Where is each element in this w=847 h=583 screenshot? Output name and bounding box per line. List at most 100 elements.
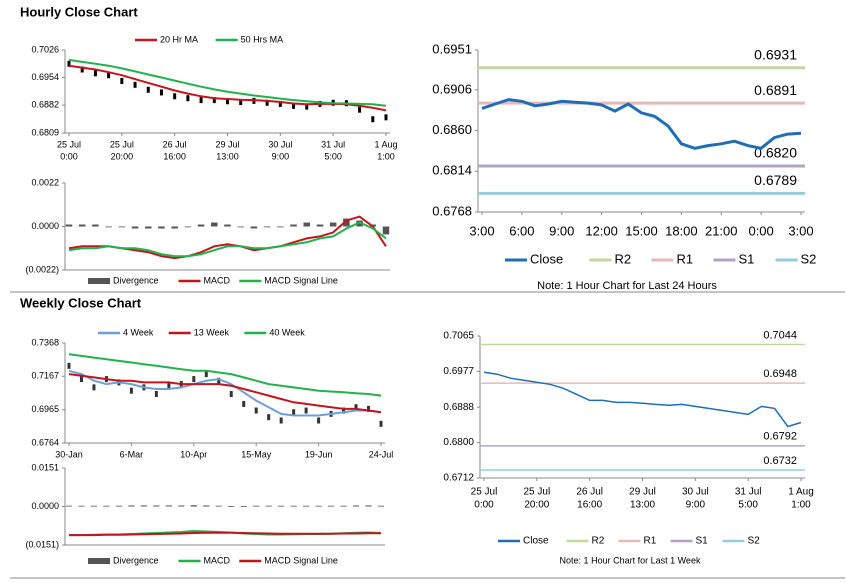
x-tick-label: 3:00 xyxy=(469,223,494,238)
close-marker xyxy=(304,407,308,414)
x-tick-label: 13:00 xyxy=(630,500,655,511)
series-line xyxy=(68,369,382,417)
divergence-bar xyxy=(90,505,98,507)
series-line xyxy=(68,58,387,107)
legend-label: S1 xyxy=(739,251,755,266)
close-marker xyxy=(192,376,196,383)
divergence-bar xyxy=(197,224,205,227)
close-marker xyxy=(159,89,163,96)
series-line xyxy=(68,215,387,260)
divergence-bar xyxy=(265,505,272,507)
close-marker xyxy=(379,420,383,427)
y-tick-label: 0.6768 xyxy=(432,203,472,218)
y-tick-label: 0.6951 xyxy=(432,41,472,56)
close-marker xyxy=(212,97,216,104)
close-marker xyxy=(79,376,83,383)
x-tick-label: 25 Jul xyxy=(523,487,550,498)
x-tick-label: 30 Jul xyxy=(268,139,292,149)
level-label: 0.6792 xyxy=(763,431,797,443)
x-tick-label: 0:00 xyxy=(474,500,494,511)
divergence-bar xyxy=(340,505,347,507)
y-tick-label: 0.0000 xyxy=(31,221,59,231)
divergence-bar xyxy=(237,226,244,228)
close-marker xyxy=(67,362,71,369)
divergence-bar xyxy=(171,226,178,229)
x-tick-label: 10-Apr xyxy=(180,449,207,459)
close-marker xyxy=(254,407,258,414)
level-label: 0.6931 xyxy=(754,46,797,62)
x-tick-label: 12:00 xyxy=(585,223,618,238)
y-tick-label: 0.6977 xyxy=(443,366,474,377)
x-tick-label: 25 Jul xyxy=(110,139,134,149)
level-label: 0.6948 xyxy=(763,368,797,380)
x-tick-label: 9:00 xyxy=(272,151,290,161)
divergence-bar xyxy=(240,505,247,507)
legend-label: Divergence xyxy=(113,275,159,285)
section-title: Weekly Close Chart xyxy=(20,295,142,310)
close-marker xyxy=(242,400,246,407)
x-tick-label: 25 Jul xyxy=(471,487,498,498)
divergence-bar xyxy=(105,226,112,228)
x-tick-label: 9:00 xyxy=(549,223,574,238)
legend-label: MACD xyxy=(204,555,231,565)
x-tick-label: 24-Jul xyxy=(369,449,394,459)
x-tick-label: 20:00 xyxy=(111,151,134,161)
divergence-bar xyxy=(92,224,99,227)
close-marker xyxy=(342,407,346,414)
close-marker xyxy=(317,417,321,424)
divergence-bar xyxy=(343,218,350,227)
x-tick-label: 30 Jul xyxy=(682,487,709,498)
close-marker xyxy=(186,95,190,102)
divergence-bar xyxy=(145,226,152,229)
divergence-bar xyxy=(263,226,271,228)
y-tick-label: 0.6860 xyxy=(432,122,472,137)
x-tick-label: 0:00 xyxy=(748,223,773,238)
x-tick-label: 3:00 xyxy=(788,223,813,238)
divergence-bar xyxy=(315,505,322,507)
legend-label: R2 xyxy=(615,251,632,266)
x-tick-label: 1 Aug xyxy=(374,139,397,149)
x-tick-label: 1:00 xyxy=(791,500,811,511)
divergence-bar xyxy=(328,505,335,507)
x-tick-label: 31 Jul xyxy=(321,139,345,149)
series-line xyxy=(68,373,382,414)
x-tick-label: 30-Jan xyxy=(55,449,83,459)
divergence-bar xyxy=(303,505,310,507)
y-tick-label: 0.6965 xyxy=(31,404,59,414)
close-marker xyxy=(93,70,97,77)
divergence-bar xyxy=(78,224,86,227)
y-tick-label: 0.6954 xyxy=(31,72,59,82)
legend-label: Close xyxy=(523,536,549,547)
close-marker xyxy=(267,414,271,421)
close-marker xyxy=(92,384,96,391)
divergence-bar xyxy=(140,505,147,507)
close-marker xyxy=(154,390,158,397)
y-tick-label: 0.0000 xyxy=(31,501,59,511)
divergence-bar xyxy=(277,226,284,228)
close-marker xyxy=(278,100,282,107)
y-tick-label: 0.6888 xyxy=(443,402,474,413)
legend-label: 13 Week xyxy=(194,327,230,337)
close-marker xyxy=(199,97,203,104)
legend-label: S2 xyxy=(801,251,817,266)
close-marker xyxy=(173,93,177,100)
legend-label: 20 Hr MA xyxy=(160,34,198,44)
y-tick-label: 0.6882 xyxy=(31,99,59,109)
close-marker xyxy=(279,417,283,424)
divergence-bar xyxy=(278,505,285,507)
divergence-bar xyxy=(250,226,258,229)
legend-swatch xyxy=(88,558,110,564)
level-label: 0.6732 xyxy=(763,455,797,467)
y-tick-label: 0.6814 xyxy=(432,163,472,178)
divergence-bar xyxy=(228,505,235,507)
legend-label: MACD Signal Line xyxy=(264,555,338,565)
legend-label: R2 xyxy=(592,536,605,547)
y-tick-label: 0.7065 xyxy=(443,331,474,342)
level-label: 0.7044 xyxy=(763,329,797,341)
level-label: 0.6820 xyxy=(754,145,797,161)
close-marker xyxy=(229,390,233,397)
divergence-bar xyxy=(290,505,297,507)
close-marker xyxy=(107,72,111,79)
divergence-bar xyxy=(316,224,324,227)
series-line xyxy=(68,221,387,258)
